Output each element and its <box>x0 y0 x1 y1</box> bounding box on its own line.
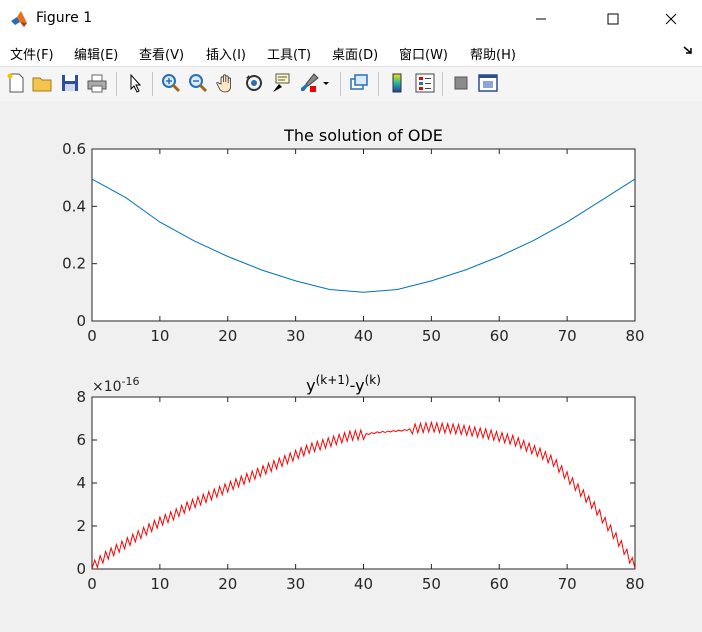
show-plot-tools-icon[interactable] <box>477 72 499 94</box>
dock-arrow-icon[interactable] <box>682 44 694 56</box>
y-tick-label: 2 <box>76 517 86 535</box>
axis-exponent-label: ×10-16 <box>92 375 140 395</box>
toolbar <box>0 66 702 102</box>
menu-edit[interactable]: 编辑(E) <box>74 48 119 63</box>
y-tick-label: 0 <box>76 560 86 578</box>
y-tick-label: 8 <box>76 388 86 406</box>
toolbar-separator <box>116 72 117 96</box>
menu-tools[interactable]: 工具(T) <box>267 48 312 63</box>
y-tick-label: 0 <box>76 312 86 330</box>
y-tick-label: 6 <box>76 431 86 449</box>
figure-canvas: 0 10 20 30 40 50 60 70 80 0 0.2 0.4 0.6 The solution … <box>0 101 702 628</box>
toolbar-separator <box>340 72 341 96</box>
x-tick-label: 80 <box>625 575 644 593</box>
x-tick-label: 20 <box>218 327 237 345</box>
y-tick-label: 0.4 <box>62 197 86 215</box>
maximize-icon <box>607 13 619 25</box>
pointer-icon[interactable] <box>124 72 146 94</box>
x-tick-label: 50 <box>422 327 441 345</box>
maximize-button[interactable] <box>590 0 636 38</box>
x-tick-label: 10 <box>150 327 169 345</box>
title-bar: Figure 1 <box>0 0 702 38</box>
x-tick-label: 20 <box>218 575 237 593</box>
zoom-out-icon[interactable] <box>187 72 209 94</box>
open-file-icon[interactable] <box>31 72 53 94</box>
toolbar-separator <box>152 72 153 96</box>
minimize-button[interactable] <box>518 0 564 38</box>
series-line <box>91 178 636 293</box>
save-icon[interactable] <box>59 72 81 94</box>
menu-file[interactable]: 文件(F) <box>10 48 54 63</box>
x-tick-label: 80 <box>625 327 644 345</box>
y-tick-label: 0.6 <box>62 140 86 158</box>
new-figure-icon[interactable] <box>5 72 27 94</box>
axes-box <box>91 148 636 322</box>
legend-icon[interactable] <box>414 72 436 94</box>
link-plot-icon[interactable] <box>348 72 370 94</box>
x-tick-label: 10 <box>150 575 169 593</box>
axes-box <box>91 396 636 570</box>
x-tick-label: 0 <box>87 327 97 345</box>
x-tick-label: 0 <box>87 575 97 593</box>
close-button[interactable] <box>648 0 694 38</box>
x-tick-label: 40 <box>354 327 373 345</box>
minimize-icon <box>536 18 546 20</box>
menu-desktop[interactable]: 桌面(D) <box>332 48 379 63</box>
hide-plot-tools-icon[interactable] <box>450 72 472 94</box>
x-tick-label: 40 <box>354 575 373 593</box>
colorbar-icon[interactable] <box>386 72 408 94</box>
x-tick-label: 30 <box>286 575 305 593</box>
x-tick-label: 60 <box>490 575 509 593</box>
data-cursor-icon[interactable] <box>270 72 292 94</box>
toolbar-separator <box>378 72 379 96</box>
brush-dropdown-icon[interactable] <box>322 81 330 87</box>
close-icon <box>665 13 677 25</box>
rotate-3d-icon[interactable] <box>243 72 265 94</box>
toolbar-separator <box>442 72 443 96</box>
chart-title: y(k+1)-y(k) <box>306 373 381 395</box>
y-tick-label: 4 <box>76 474 86 492</box>
series-line <box>91 420 636 570</box>
x-tick-label: 60 <box>490 327 509 345</box>
menu-insert[interactable]: 插入(I) <box>206 48 246 63</box>
x-tick-label: 70 <box>558 327 577 345</box>
menu-window[interactable]: 窗口(W) <box>399 48 448 63</box>
brush-icon[interactable] <box>298 72 320 94</box>
menu-view[interactable]: 查看(V) <box>139 48 185 63</box>
matlab-logo-icon <box>11 11 27 27</box>
x-tick-label: 30 <box>286 327 305 345</box>
x-tick-label: 50 <box>422 575 441 593</box>
x-tick-label: 70 <box>558 575 577 593</box>
menu-help[interactable]: 帮助(H) <box>470 48 516 63</box>
chart-title: The solution of ODE <box>283 126 443 145</box>
window-title: Figure 1 <box>36 10 93 26</box>
print-icon[interactable] <box>86 72 108 94</box>
pan-hand-icon[interactable] <box>215 72 237 94</box>
y-tick-label: 0.2 <box>62 255 86 273</box>
menu-bar: 文件(F) 编辑(E) 查看(V) 插入(I) 工具(T) 桌面(D) 窗口(W… <box>0 38 702 66</box>
zoom-in-icon[interactable] <box>160 72 182 94</box>
